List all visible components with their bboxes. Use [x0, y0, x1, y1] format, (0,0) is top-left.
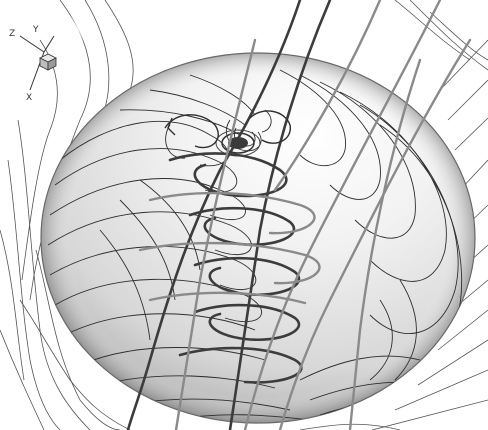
cube-icon: [39, 53, 57, 71]
triad-x-label: X: [26, 93, 33, 103]
helical-streamlines-dark: [126, 0, 332, 430]
triad-y-label: Y: [33, 25, 39, 35]
light-glare: [59, 14, 91, 46]
helical-streamlines-light: [138, 0, 472, 430]
upper-vortex-loops: [164, 110, 291, 149]
triad-z-label: Z: [9, 29, 16, 39]
